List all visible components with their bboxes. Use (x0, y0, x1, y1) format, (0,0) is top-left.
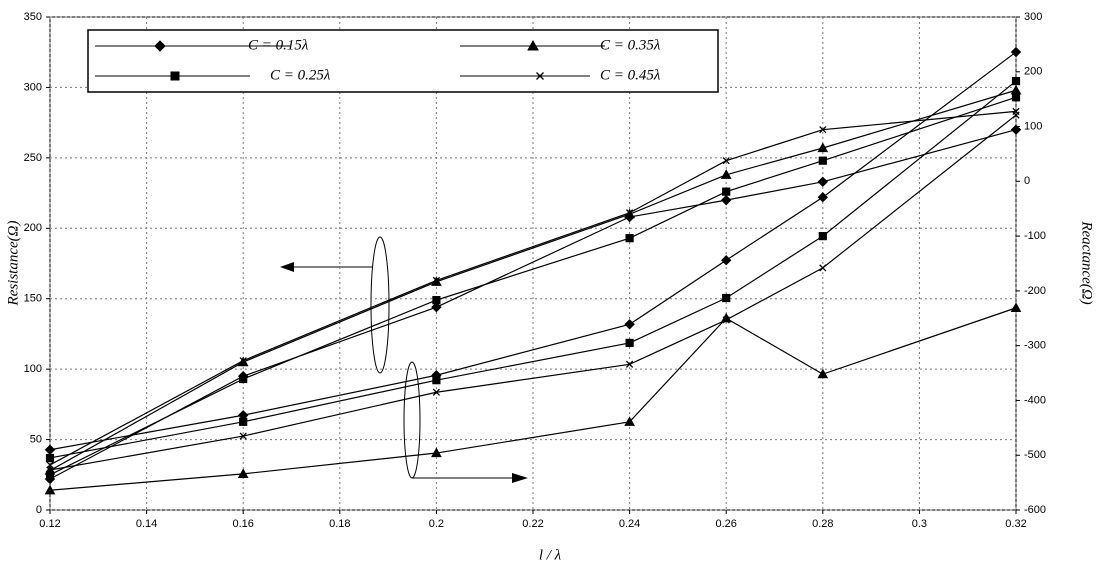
y2-tick-label: -500 (1024, 449, 1046, 461)
marker (431, 447, 442, 458)
x-tick-label: 0.18 (329, 518, 350, 530)
marker (431, 301, 442, 313)
x-tick-label: 0.26 (715, 518, 736, 530)
legend-label: C = 0.35λ (600, 37, 661, 53)
y-tick-label: 0 (36, 504, 42, 516)
marker (722, 157, 730, 165)
marker (239, 432, 247, 440)
y2-tick-label: 300 (1024, 11, 1042, 23)
marker (170, 71, 180, 81)
legend-label: C = 0.45λ (600, 67, 661, 83)
x-axis-title: l / λ (539, 547, 562, 563)
y2-axis-title: Reactance(Ω) (1079, 220, 1095, 304)
marker (625, 234, 634, 243)
marker (1010, 302, 1022, 312)
marker (722, 187, 731, 196)
y2-tick-label: -100 (1024, 230, 1046, 242)
marker (1012, 111, 1020, 119)
marker (45, 453, 55, 463)
x-tick-label: 0.3 (912, 518, 927, 530)
marker (1010, 46, 1022, 58)
marker (817, 176, 829, 188)
marker (818, 156, 827, 165)
marker (239, 417, 248, 426)
x-tick-label: 0.24 (619, 518, 640, 530)
marker (625, 209, 634, 217)
marker (1011, 93, 1021, 102)
marker (722, 316, 730, 324)
y-tick-label: 250 (24, 152, 42, 164)
marker (237, 468, 249, 478)
marker (625, 338, 634, 348)
legend (87, 29, 719, 93)
y2-tick-label: -600 (1024, 504, 1046, 516)
marker (432, 276, 441, 285)
x-tick-label: 0.12 (39, 518, 60, 530)
x-tick-label: 0.16 (232, 518, 253, 530)
marker (722, 293, 731, 303)
x-tick-label: 0.2 (429, 518, 444, 530)
marker (1010, 84, 1022, 95)
series-line (49, 51, 1017, 451)
x-tick-label: 0.14 (136, 518, 157, 530)
y-tick-label: 350 (24, 11, 42, 23)
x-tick-label: 0.28 (812, 518, 833, 530)
marker (819, 264, 827, 272)
marker (818, 232, 827, 241)
y2-tick-label: -200 (1024, 285, 1046, 297)
y-tick-label: 100 (24, 363, 42, 375)
marker (720, 255, 732, 266)
legend-label: C = 0.15λ (248, 37, 309, 53)
marker (536, 72, 544, 80)
marker (432, 376, 441, 385)
marker (624, 416, 635, 426)
y-tick-label: 50 (30, 433, 42, 445)
marker (720, 169, 732, 179)
x-tick-label: 0.32 (1005, 518, 1026, 530)
arrow-head (280, 262, 294, 272)
marker (720, 194, 732, 206)
y-axis-title: Resistance(Ω) (5, 221, 21, 307)
y2-tick-label: 0 (1024, 175, 1030, 187)
marker (44, 484, 56, 495)
marker (817, 142, 829, 153)
group-ellipse (370, 236, 390, 374)
marker (239, 374, 248, 384)
y-tick-label: 300 (24, 81, 42, 93)
marker (154, 40, 166, 52)
y2-tick-label: -400 (1024, 394, 1046, 406)
marker (1010, 124, 1022, 135)
arrow-head (512, 473, 528, 483)
marker (817, 368, 829, 379)
marker (625, 360, 634, 368)
marker (624, 319, 635, 330)
marker (817, 192, 829, 203)
y2-tick-label: 100 (1024, 120, 1042, 132)
marker (527, 39, 539, 51)
marker (432, 296, 441, 305)
marker (819, 126, 827, 134)
marker (239, 357, 247, 365)
legend-label: C = 0.25λ (270, 67, 331, 83)
x-tick-label: 0.22 (522, 518, 543, 530)
marker (46, 466, 54, 474)
marker (44, 444, 56, 455)
y2-tick-label: -300 (1024, 340, 1046, 352)
y-tick-label: 200 (24, 222, 42, 234)
y-tick-label: 150 (24, 293, 42, 305)
marker (432, 388, 441, 396)
marker (1011, 76, 1021, 86)
y2-tick-label: 200 (1024, 66, 1042, 78)
